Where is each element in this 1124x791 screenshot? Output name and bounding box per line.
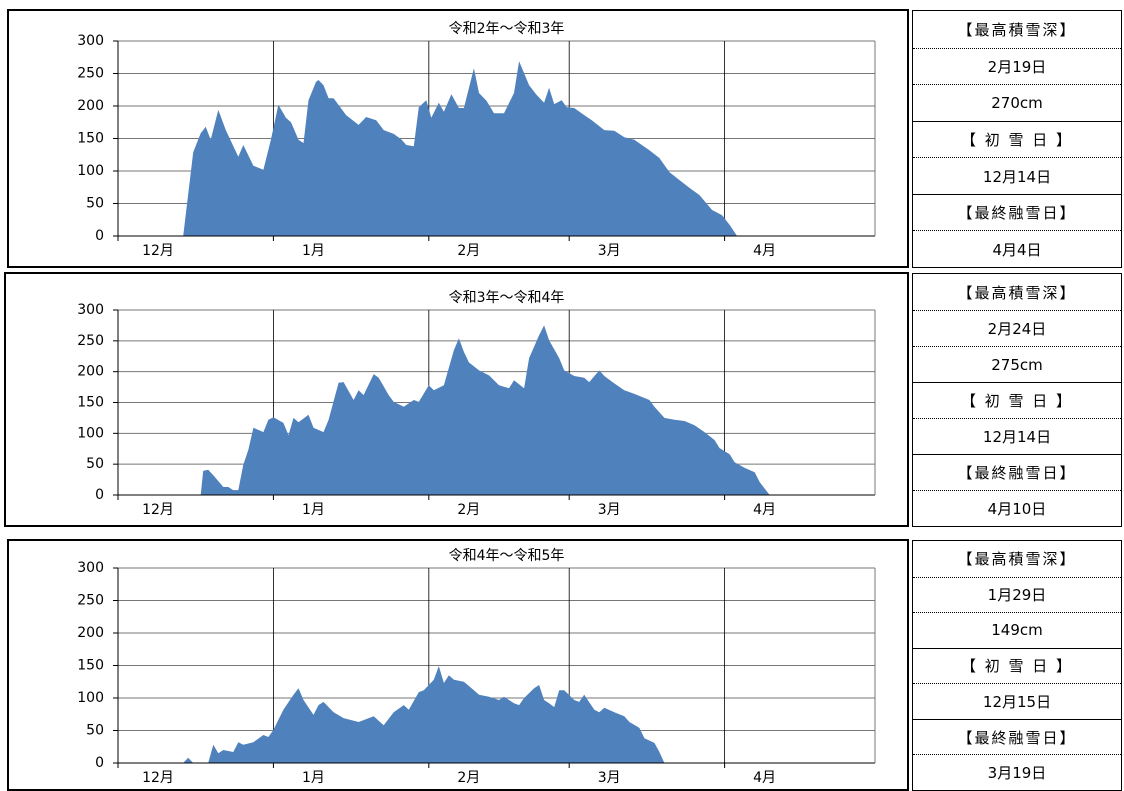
snow-depth-area <box>183 61 738 237</box>
x-tick-label: 4月 <box>753 502 776 518</box>
y-tick-label: 100 <box>77 425 104 441</box>
y-tick-label: 50 <box>86 456 104 472</box>
panel-value: 1月29日 <box>913 576 1121 613</box>
panel-value: 149cm <box>913 612 1121 648</box>
y-tick-label: 250 <box>77 66 104 82</box>
info-panel: 【最高積雪深】 2月24日 275cm 【 初 雪 日 】 12月14日 【最終融雪日】 4… <box>912 273 1122 527</box>
panel-value: 12月14日 <box>913 418 1121 454</box>
x-tick-label: 3月 <box>598 770 621 786</box>
y-tick-label: 50 <box>86 723 104 739</box>
y-tick-label: 150 <box>77 131 104 147</box>
x-tick-label: 1月 <box>302 243 325 259</box>
chart-frame <box>7 9 909 268</box>
x-tick-label: 4月 <box>753 243 776 259</box>
x-tick-label: 2月 <box>457 770 480 786</box>
y-tick-label: 250 <box>77 333 104 349</box>
x-tick-label: 1月 <box>302 502 325 518</box>
panel-heading: 【 初 雪 日 】 <box>913 120 1121 158</box>
y-tick-label: 50 <box>86 196 104 212</box>
snow-depth-area <box>200 325 770 495</box>
y-tick-label: 300 <box>77 560 104 576</box>
y-tick-label: 300 <box>77 33 104 49</box>
x-tick-label: 3月 <box>598 502 621 518</box>
panel-heading: 【最終融雪日】 <box>913 454 1121 490</box>
y-tick-label: 0 <box>95 755 104 771</box>
panel-value: 12月14日 <box>913 157 1121 194</box>
x-tick-label: 12月 <box>142 770 174 786</box>
panel-value: 270cm <box>913 84 1121 121</box>
x-tick-label: 2月 <box>457 502 480 518</box>
panel-value: 275cm <box>913 346 1121 382</box>
panel-value: 4月4日 <box>913 230 1121 267</box>
chart-frame <box>4 272 909 527</box>
x-tick-label: 12月 <box>142 502 174 518</box>
panel-heading: 【 初 雪 日 】 <box>913 647 1121 684</box>
y-tick-label: 100 <box>77 690 104 706</box>
y-tick-label: 0 <box>95 228 104 244</box>
chart-title: 令和4年～令和5年 <box>449 548 565 564</box>
panel-heading: 【最終融雪日】 <box>913 193 1121 231</box>
y-tick-label: 200 <box>77 364 104 380</box>
x-tick-label: 12月 <box>142 243 174 259</box>
panel-value: 12月15日 <box>913 683 1121 719</box>
panel-value: 2月19日 <box>913 47 1121 85</box>
y-tick-label: 100 <box>77 163 104 179</box>
panel-value: 2月24日 <box>913 310 1121 346</box>
x-tick-label: 4月 <box>753 770 776 786</box>
x-tick-label: 3月 <box>598 243 621 259</box>
panel-heading: 【最高積雪深】 <box>957 283 1077 302</box>
x-tick-label: 2月 <box>457 243 480 259</box>
info-panel: 【最高積雪深】 2月19日 270cm 【 初 雪 日 】 12月14日 【最終融雪日】 4… <box>912 10 1122 268</box>
panel-value: 4月10日 <box>913 490 1121 526</box>
x-tick-label: 1月 <box>302 770 325 786</box>
info-panel: 【最高積雪深】 1月29日 149cm 【 初 雪 日 】 12月15日 【最終融雪日】 3… <box>912 540 1122 791</box>
y-tick-label: 200 <box>77 98 104 114</box>
panel-heading: 【最高積雪深】 <box>957 550 1077 569</box>
snow-depth-area <box>183 666 665 763</box>
y-tick-label: 0 <box>95 487 104 503</box>
y-tick-label: 300 <box>77 302 104 318</box>
panel-heading: 【 初 雪 日 】 <box>913 382 1121 418</box>
chart-title: 令和2年～令和3年 <box>449 21 565 37</box>
y-tick-label: 150 <box>77 658 104 674</box>
chart-frame <box>7 539 909 791</box>
y-tick-label: 250 <box>77 593 104 609</box>
y-tick-label: 200 <box>77 625 104 641</box>
panel-value: 3月19日 <box>913 754 1121 790</box>
y-tick-label: 150 <box>77 395 104 411</box>
panel-heading: 【最高積雪深】 <box>957 20 1077 39</box>
panel-heading: 【最終融雪日】 <box>913 718 1121 755</box>
chart-title: 令和3年～令和4年 <box>449 290 565 306</box>
